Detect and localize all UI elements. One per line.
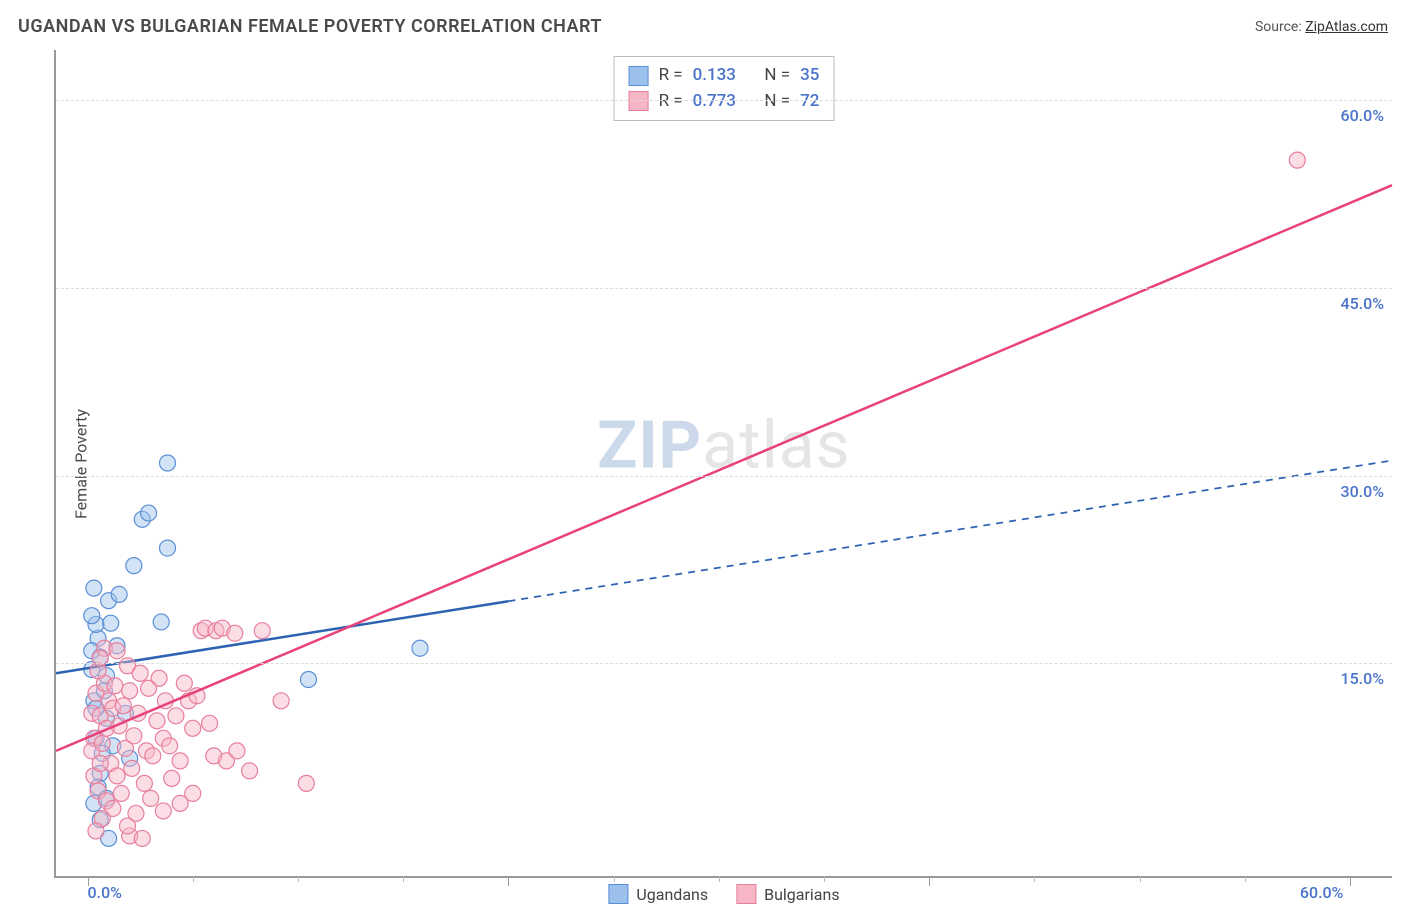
scatter-point-ugandans: [300, 672, 316, 688]
scatter-point-bulgarians: [92, 755, 108, 771]
y-tick-label: 15.0%: [1340, 669, 1384, 688]
x-tick-minor: [1245, 876, 1246, 882]
chart-title: UGANDAN VS BULGARIAN FEMALE POVERTY CORR…: [18, 16, 602, 37]
scatter-point-bulgarians: [122, 683, 138, 699]
scatter-point-bulgarians: [109, 768, 125, 784]
scatter-point-bulgarians: [115, 698, 131, 714]
scatter-point-bulgarians: [229, 743, 245, 759]
scatter-point-bulgarians: [126, 728, 142, 744]
scatter-point-bulgarians: [155, 803, 171, 819]
scatter-point-bulgarians: [164, 770, 180, 786]
legend-label-bulgarians: Bulgarians: [764, 885, 839, 904]
scatter-point-ugandans: [126, 558, 142, 574]
x-tick-minor: [614, 876, 615, 882]
gridline: [56, 663, 1392, 664]
scatter-point-bulgarians: [124, 760, 140, 776]
x-tick: [508, 876, 509, 886]
x-tick-minor: [1034, 876, 1035, 882]
scatter-point-bulgarians: [132, 665, 148, 681]
scatter-point-bulgarians: [134, 830, 150, 846]
y-tick-label: 60.0%: [1340, 106, 1384, 125]
scatter-point-bulgarians: [113, 785, 129, 801]
scatter-point-bulgarians: [88, 823, 104, 839]
x-tick-minor: [298, 876, 299, 882]
scatter-point-ugandans: [412, 640, 428, 656]
gridline: [56, 100, 1392, 101]
scatter-point-bulgarians: [162, 738, 178, 754]
scatter-svg: [56, 50, 1392, 876]
n-value-bulgarians: 72: [800, 89, 819, 115]
x-tick: [929, 876, 930, 886]
scatter-point-bulgarians: [185, 720, 201, 736]
scatter-point-bulgarians: [145, 748, 161, 764]
scatter-point-bulgarians: [176, 675, 192, 691]
x-tick-minor: [719, 876, 720, 882]
scatter-point-bulgarians: [298, 775, 314, 791]
x-tick-minor: [1140, 876, 1141, 882]
n-value-ugandans: 35: [800, 63, 819, 89]
legend-row-bulgarians: R = 0.773 N = 72: [629, 89, 820, 115]
scatter-point-ugandans: [84, 608, 100, 624]
scatter-point-bulgarians: [109, 643, 125, 659]
r-value-ugandans: 0.133: [693, 63, 736, 89]
n-label: N =: [764, 63, 790, 89]
n-label: N =: [764, 89, 790, 115]
scatter-point-bulgarians: [120, 818, 136, 834]
swatch-ugandans: [629, 66, 649, 86]
source-link[interactable]: ZipAtlas.com: [1305, 19, 1388, 35]
y-tick-label: 45.0%: [1340, 294, 1384, 313]
scatter-point-ugandans: [141, 505, 157, 521]
x-tick-minor: [824, 876, 825, 882]
scatter-point-bulgarians: [242, 763, 258, 779]
r-label: R =: [659, 63, 683, 89]
legend-series: Ugandans Bulgarians: [608, 884, 839, 904]
scatter-point-bulgarians: [136, 775, 152, 791]
legend-correlation: R = 0.133 N = 35 R = 0.773 N = 72: [614, 56, 835, 121]
legend-item-ugandans: Ugandans: [608, 884, 708, 904]
x-tick-minor: [403, 876, 404, 882]
trend-line-ugandans-dashed: [508, 460, 1392, 601]
scatter-point-ugandans: [103, 615, 119, 631]
legend-label-ugandans: Ugandans: [636, 885, 708, 904]
gridline: [56, 288, 1392, 289]
swatch-bulgarians: [736, 884, 756, 904]
r-value-bulgarians: 0.773: [693, 89, 736, 115]
trend-line-bulgarians: [56, 185, 1392, 751]
scatter-point-ugandans: [160, 540, 176, 556]
scatter-point-bulgarians: [172, 753, 188, 769]
plot-area-wrap: Female Poverty ZIPatlas R = 0.133 N = 35…: [26, 50, 1392, 878]
scatter-point-bulgarians: [273, 693, 289, 709]
scatter-point-bulgarians: [143, 790, 159, 806]
legend-item-bulgarians: Bulgarians: [736, 884, 839, 904]
x-tick-minor: [193, 876, 194, 882]
source: Source: ZipAtlas.com: [1255, 19, 1388, 35]
scatter-point-ugandans: [86, 580, 102, 596]
source-label: Source:: [1255, 19, 1302, 35]
r-label: R =: [659, 89, 683, 115]
legend-row-ugandans: R = 0.133 N = 35: [629, 63, 820, 89]
scatter-point-bulgarians: [185, 785, 201, 801]
scatter-point-bulgarians: [1289, 152, 1305, 168]
swatch-ugandans: [608, 884, 628, 904]
scatter-point-bulgarians: [94, 735, 110, 751]
scatter-point-bulgarians: [202, 715, 218, 731]
header: UGANDAN VS BULGARIAN FEMALE POVERTY CORR…: [18, 16, 1388, 37]
scatter-point-bulgarians: [227, 625, 243, 641]
scatter-point-bulgarians: [168, 708, 184, 724]
scatter-point-bulgarians: [149, 713, 165, 729]
scatter-point-ugandans: [111, 586, 127, 602]
plot-area: ZIPatlas R = 0.133 N = 35 R = 0.773: [54, 50, 1392, 878]
x-tick-label: 60.0%: [1300, 883, 1344, 902]
scatter-point-bulgarians: [254, 623, 270, 639]
x-tick: [1350, 876, 1351, 886]
chart-page: UGANDAN VS BULGARIAN FEMALE POVERTY CORR…: [0, 0, 1406, 892]
y-tick-label: 30.0%: [1340, 482, 1384, 501]
gridline: [56, 476, 1392, 477]
x-tick-label: 0.0%: [88, 883, 122, 902]
swatch-bulgarians: [629, 91, 649, 111]
scatter-point-bulgarians: [141, 680, 157, 696]
scatter-point-ugandans: [160, 455, 176, 471]
scatter-point-ugandans: [153, 614, 169, 630]
scatter-point-bulgarians: [107, 678, 123, 694]
